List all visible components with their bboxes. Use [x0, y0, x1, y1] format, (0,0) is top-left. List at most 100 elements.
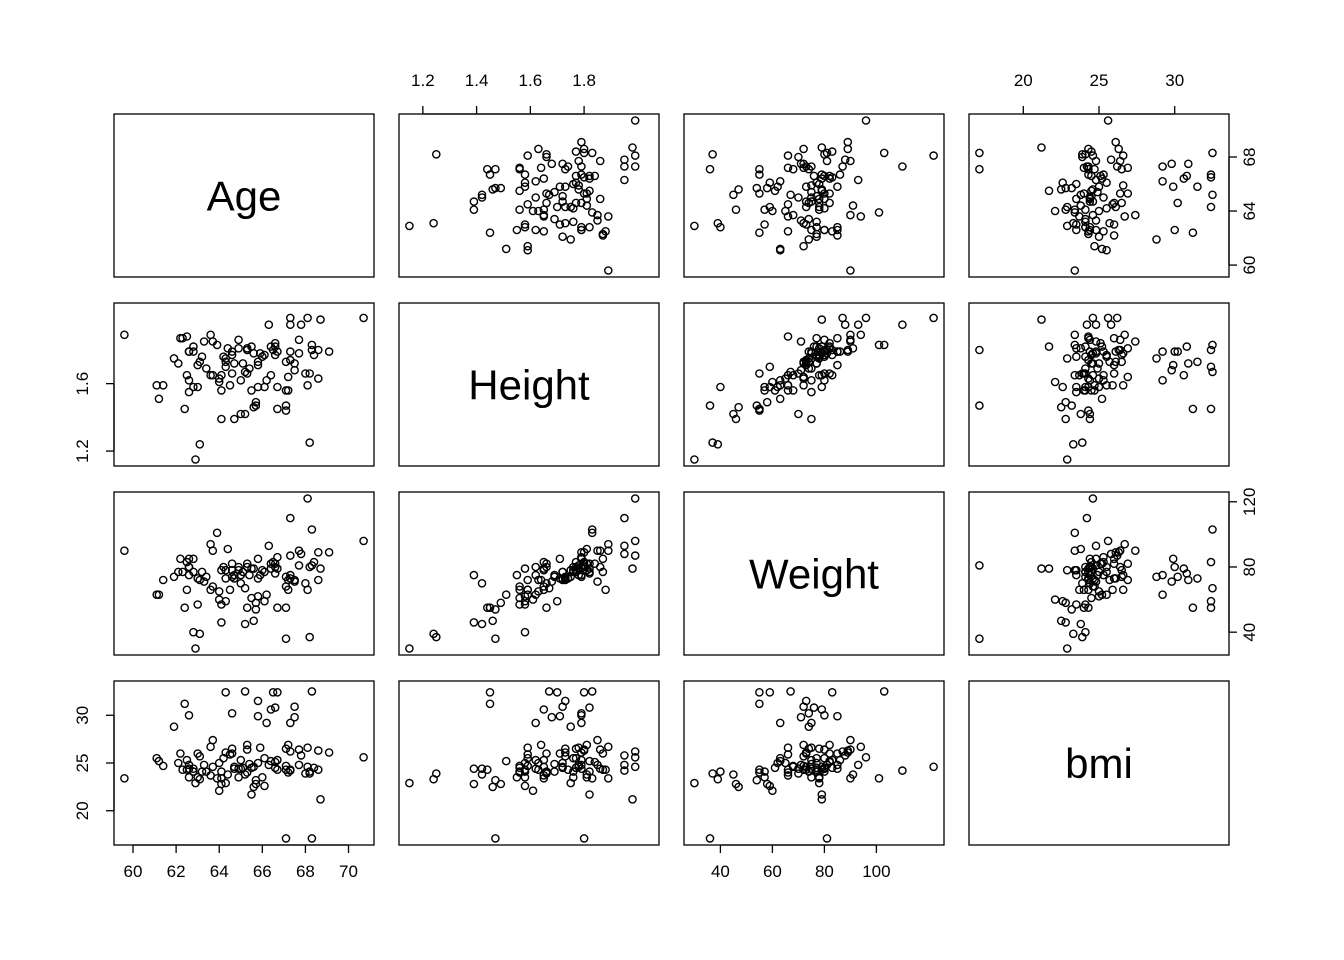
point-bmi-weight-83	[848, 770, 858, 779]
point-age-weight-39	[814, 194, 824, 204]
point-bmi-height-44	[585, 703, 594, 712]
panel-bmi-vs-bmi	[968, 680, 1230, 846]
point-height-age-109	[281, 401, 291, 410]
point-bmi-height-82	[469, 764, 479, 774]
point-bmi-height-76	[534, 758, 543, 768]
point-height-weight-13	[760, 382, 769, 392]
point-bmi-height-75	[595, 745, 605, 754]
point-bmi-height-32	[477, 770, 487, 779]
point-bmi-weight-57	[846, 735, 855, 745]
point-weight-height-85	[542, 562, 551, 572]
point-height-age-7	[359, 313, 368, 323]
point-age-height-100	[520, 182, 530, 191]
point-height-bmi-48	[1102, 350, 1111, 360]
point-bmi-height-2	[587, 687, 597, 696]
point-height-bmi-34	[1188, 404, 1198, 414]
point-bmi-height-64	[477, 764, 487, 774]
point-age-weight-64	[794, 193, 803, 202]
point-age-bmi-57	[1131, 210, 1140, 220]
point-bmi-age-65	[247, 790, 256, 799]
point-bmi-age-75	[294, 745, 304, 754]
point-bmi-height-51	[542, 749, 551, 758]
point-height-bmi-57	[1131, 337, 1140, 346]
point-bmi-height-105	[520, 781, 530, 791]
point-height-age-16	[227, 350, 237, 360]
point-height-age-43	[296, 320, 306, 330]
point-bmi-weight-105	[765, 781, 775, 791]
point-height-age-60	[273, 404, 282, 414]
point-weight-age-13	[193, 600, 202, 609]
point-weight-height-93	[579, 561, 589, 570]
point-bmi-age-78	[240, 687, 250, 696]
point-weight-bmi-39	[1072, 565, 1081, 575]
point-age-height-0	[604, 266, 613, 275]
point-age-bmi-83	[1076, 201, 1086, 210]
point-height-bmi-109	[975, 401, 984, 410]
point-age-height-106	[558, 197, 567, 206]
point-height-age-86	[227, 347, 237, 356]
point-height-bmi-83	[1076, 343, 1086, 353]
point-bmi-height-61	[555, 711, 565, 721]
point-bmi-age-53	[184, 711, 194, 720]
point-weight-height-45	[630, 551, 640, 560]
point-weight-bmi-9	[1091, 541, 1101, 551]
point-weight-age-11	[169, 572, 179, 582]
point-age-weight-18	[833, 231, 842, 240]
point-height-bmi-95	[1158, 375, 1167, 385]
point-height-bmi-101	[1078, 369, 1087, 378]
point-weight-age-18	[176, 554, 185, 564]
point-age-height-88	[528, 206, 538, 216]
point-age-bmi-77	[1079, 189, 1089, 198]
point-height-bmi-75	[1115, 335, 1125, 345]
point-height-weight-85	[820, 369, 829, 378]
point-weight-age-55	[184, 554, 194, 564]
point-bmi-age-72	[221, 778, 230, 788]
point-bmi-weight-100	[773, 758, 782, 768]
point-height-bmi-78	[1208, 367, 1217, 377]
point-bmi-age-60	[273, 688, 282, 697]
point-weight-age-104	[251, 605, 261, 614]
point-weight-bmi-2	[1208, 525, 1217, 534]
point-height-age-70	[195, 357, 205, 367]
point-weight-height-102	[488, 616, 498, 626]
point-bmi-height-9	[620, 760, 629, 770]
point-weight-age-60	[273, 603, 282, 613]
point-age-weight-41	[835, 170, 845, 179]
point-weight-bmi-1	[1088, 494, 1098, 503]
point-bmi-age-44	[270, 703, 280, 712]
point-height-age-6	[283, 372, 293, 382]
point-height-weight-89	[783, 332, 793, 341]
point-age-bmi-6	[1123, 163, 1133, 173]
variable-label-bmi: bmi	[1065, 740, 1133, 787]
point-bmi-height-101	[542, 769, 551, 778]
point-weight-bmi-29	[1108, 585, 1117, 595]
point-weight-age-59	[201, 572, 211, 582]
point-age-height-5	[531, 193, 541, 202]
point-age-weight-76	[781, 206, 790, 216]
point-height-weight-3	[874, 340, 884, 350]
point-bmi-weight-69	[796, 712, 806, 722]
tick-label-bmi: 30	[1165, 71, 1184, 90]
point-bmi-height-54	[604, 742, 613, 752]
point-age-bmi-103	[1062, 221, 1072, 231]
point-weight-age-108	[305, 632, 315, 642]
point-height-age-13	[193, 382, 202, 392]
point-age-height-93	[579, 148, 589, 158]
point-bmi-height-10	[620, 766, 629, 775]
point-bmi-weight-23	[827, 688, 837, 697]
point-weight-height-25	[593, 577, 602, 586]
point-bmi-height-107	[574, 743, 584, 753]
point-height-weight-37	[817, 382, 827, 392]
point-weight-age-51	[227, 559, 237, 569]
point-weight-bmi-85	[1081, 562, 1090, 572]
point-weight-height-68	[523, 575, 533, 585]
point-height-weight-41	[835, 347, 845, 356]
point-age-height-87	[585, 174, 594, 183]
point-height-bmi-15	[1093, 364, 1102, 373]
point-height-age-81	[184, 387, 194, 397]
point-weight-age-39	[234, 565, 243, 575]
point-age-weight-97	[760, 205, 769, 214]
panel-age-vs-weight	[683, 113, 945, 278]
point-age-weight-51	[825, 198, 834, 208]
point-height-bmi-28	[1118, 380, 1128, 390]
